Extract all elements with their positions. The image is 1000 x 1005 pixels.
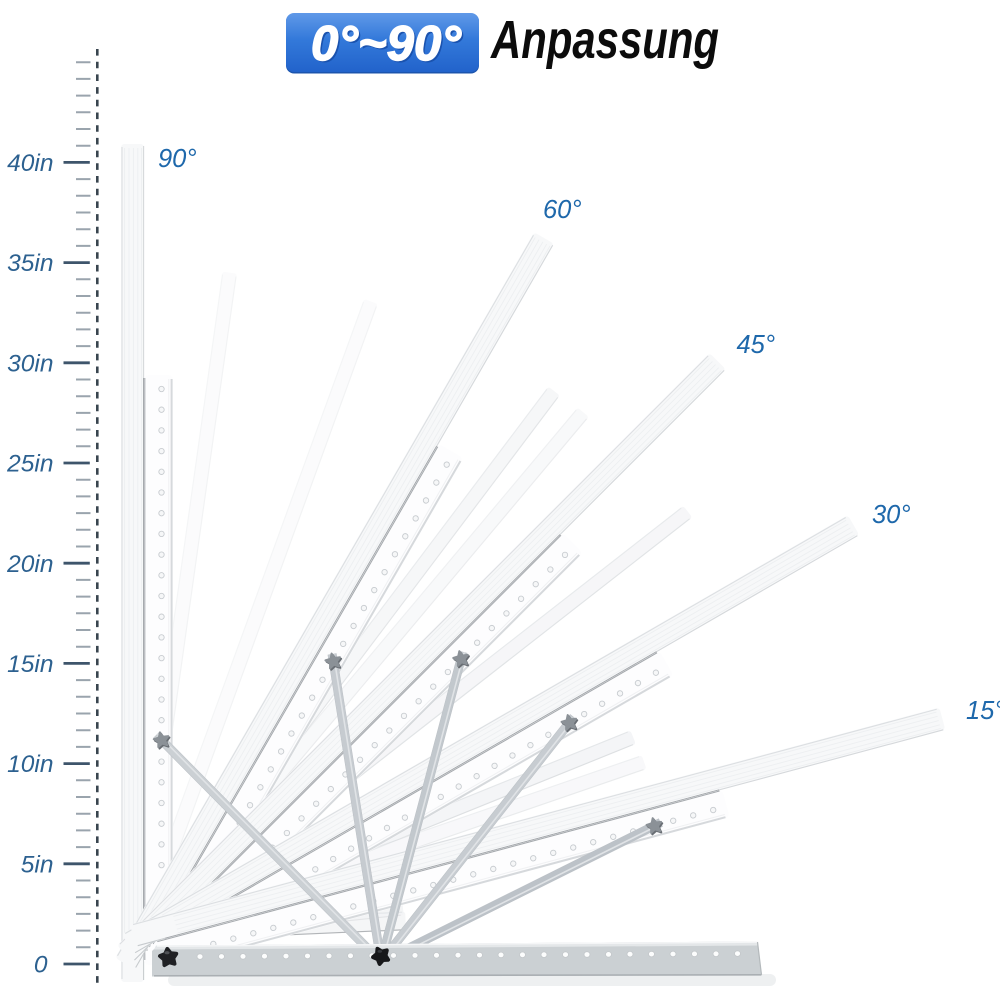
svg-text:5in: 5in bbox=[21, 851, 54, 878]
svg-text:15°: 15° bbox=[966, 697, 1000, 725]
svg-text:45°: 45° bbox=[737, 331, 776, 359]
svg-text:90°: 90° bbox=[158, 145, 197, 173]
svg-text:0°~90°: 0°~90° bbox=[311, 16, 462, 71]
svg-text:35in: 35in bbox=[7, 250, 53, 277]
svg-text:25in: 25in bbox=[6, 451, 53, 478]
svg-text:Anpassung: Anpassung bbox=[489, 10, 719, 70]
svg-text:20in: 20in bbox=[6, 551, 53, 578]
svg-text:60°: 60° bbox=[543, 196, 582, 224]
svg-text:30in: 30in bbox=[7, 350, 53, 377]
svg-text:0: 0 bbox=[34, 952, 48, 979]
svg-text:15in: 15in bbox=[7, 651, 53, 678]
svg-text:0°~90°: 0°~90° bbox=[313, 18, 464, 73]
svg-text:40in: 40in bbox=[7, 150, 53, 177]
svg-text:30°: 30° bbox=[872, 501, 911, 529]
svg-text:10in: 10in bbox=[7, 751, 53, 778]
